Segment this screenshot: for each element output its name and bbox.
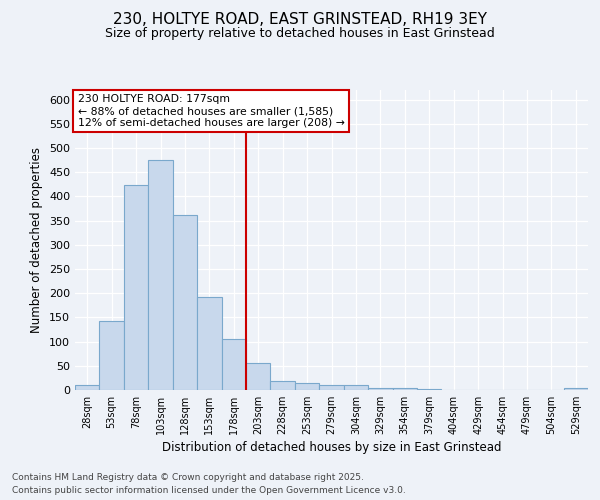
- Bar: [295, 382, 319, 390]
- Bar: [148, 160, 173, 390]
- Bar: [197, 296, 221, 390]
- Bar: [344, 385, 368, 390]
- Bar: [271, 382, 295, 390]
- Bar: [75, 385, 100, 390]
- Text: 230 HOLTYE ROAD: 177sqm
← 88% of detached houses are smaller (1,585)
12% of semi: 230 HOLTYE ROAD: 177sqm ← 88% of detache…: [77, 94, 344, 128]
- Text: Contains HM Land Registry data © Crown copyright and database right 2025.: Contains HM Land Registry data © Crown c…: [12, 474, 364, 482]
- Bar: [368, 388, 392, 390]
- Bar: [563, 388, 588, 390]
- Text: Contains public sector information licensed under the Open Government Licence v3: Contains public sector information licen…: [12, 486, 406, 495]
- Bar: [173, 215, 197, 390]
- Text: Size of property relative to detached houses in East Grinstead: Size of property relative to detached ho…: [105, 28, 495, 40]
- Text: 230, HOLTYE ROAD, EAST GRINSTEAD, RH19 3EY: 230, HOLTYE ROAD, EAST GRINSTEAD, RH19 3…: [113, 12, 487, 28]
- Bar: [319, 384, 344, 390]
- Bar: [100, 321, 124, 390]
- Bar: [221, 339, 246, 390]
- X-axis label: Distribution of detached houses by size in East Grinstead: Distribution of detached houses by size …: [162, 441, 501, 454]
- Bar: [246, 364, 271, 390]
- Bar: [392, 388, 417, 390]
- Bar: [124, 186, 148, 390]
- Bar: [417, 388, 442, 390]
- Y-axis label: Number of detached properties: Number of detached properties: [31, 147, 43, 333]
